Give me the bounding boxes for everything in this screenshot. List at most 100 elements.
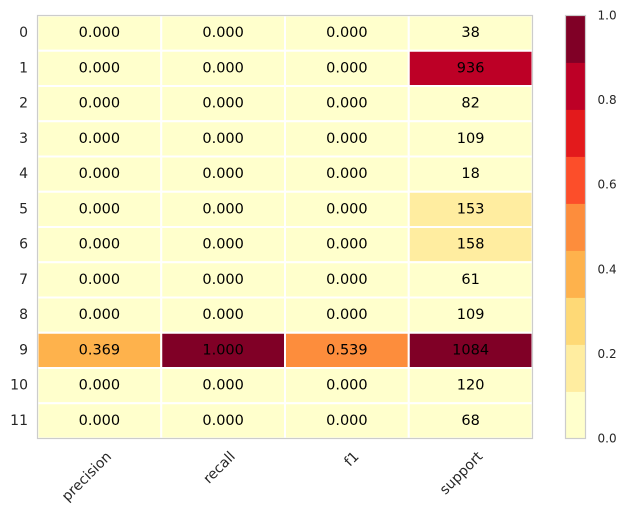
y-tick-label: 5 [19, 201, 28, 217]
heatmap-cell [36, 261, 163, 299]
cell-value-label: 0.000 [202, 378, 244, 394]
y-tick-label: 2 [19, 96, 28, 112]
cell-value-label: 0.000 [326, 201, 368, 217]
cell-value-label: 0.000 [202, 131, 244, 147]
heatmap-cell [407, 155, 534, 193]
heatmap-cell [36, 402, 163, 440]
cell-value-label: 0.000 [79, 272, 121, 288]
colorbar-segment [565, 250, 586, 298]
y-tick-label: 1 [19, 60, 28, 76]
colorbar-tick-labels: 0.0 0.2 0.4 0.6 0.8 1.0 [598, 9, 617, 446]
y-tick-label: 6 [19, 237, 28, 253]
cell-value-label: 0.000 [202, 413, 244, 429]
cell-value-label: 0.000 [79, 60, 121, 76]
cell-value-label: 153 [457, 201, 485, 217]
cell-value-label: 0.000 [79, 131, 121, 147]
cell-value-label: 0.000 [79, 166, 121, 182]
y-tick-label: 11 [10, 413, 28, 429]
cell-value-label: 0.369 [79, 342, 121, 358]
cell-value-label: 0.000 [79, 96, 121, 112]
cell-value-label: 0.000 [79, 307, 121, 323]
colorbar-tick-label: 0.8 [598, 93, 617, 107]
y-tick-label: 4 [19, 166, 28, 182]
cell-value-label: 0.000 [202, 307, 244, 323]
heatmap-cell [407, 85, 534, 123]
y-tick-label: 3 [19, 131, 28, 147]
cell-value-label: 1084 [452, 342, 489, 358]
colorbar-segment [565, 344, 586, 392]
heatmap-cell [407, 402, 534, 440]
cell-value-label: 68 [461, 413, 479, 429]
heatmap-cells [36, 14, 534, 440]
y-tick-label: 7 [19, 272, 28, 288]
x-tick-label: recall [200, 449, 238, 487]
colorbar-tick-label: 0.2 [598, 347, 617, 361]
colorbar-segment [565, 391, 586, 439]
cell-value-label: 82 [461, 96, 479, 112]
x-tick-labels: precision recall f1 support [59, 448, 487, 504]
cell-value-label: 0.000 [326, 307, 368, 323]
heatmap-cell [407, 49, 534, 87]
heatmap-cell [284, 226, 410, 264]
cell-value-label: 38 [461, 25, 479, 41]
colorbar [564, 14, 587, 440]
heatmap-cell-labels: 0.000 0.000 0.000 38 0.000 0.000 0.000 936 0.000… [79, 25, 489, 429]
cell-value-label: 0.000 [326, 25, 368, 41]
cell-value-label: 0.000 [326, 96, 368, 112]
cell-value-label: 0.000 [202, 96, 244, 112]
heatmap-cell [160, 120, 286, 158]
heatmap-cell [160, 85, 286, 123]
heatmap-cell [36, 331, 163, 369]
cell-value-label: 0.000 [326, 166, 368, 182]
colorbar-segment [565, 62, 586, 110]
cell-value-label: 0.000 [79, 237, 121, 253]
cell-value-label: 18 [461, 166, 479, 182]
colorbar-segment [565, 297, 586, 345]
cell-value-label: 0.000 [326, 237, 368, 253]
cell-value-label: 0.000 [202, 166, 244, 182]
heatmap-cell [284, 155, 410, 193]
heatmap-cell [407, 120, 534, 158]
cell-value-label: 0.000 [202, 272, 244, 288]
cell-value-label: 0.000 [79, 378, 121, 394]
cell-value-label: 0.000 [326, 272, 368, 288]
heatmap-cell [160, 367, 286, 405]
cell-value-label: 0.000 [202, 237, 244, 253]
cell-value-label: 0.000 [202, 201, 244, 217]
colorbar-segment [565, 15, 586, 63]
heatmap-cell [160, 402, 286, 440]
y-tick-label: 10 [10, 378, 28, 394]
cell-value-label: 0.000 [326, 378, 368, 394]
colorbar-segment [565, 203, 586, 251]
colorbar-segment [565, 109, 586, 157]
cell-value-label: 1.000 [202, 342, 244, 358]
cell-value-label: 120 [457, 378, 485, 394]
y-tick-label: 8 [19, 307, 28, 323]
colorbar-frame [564, 14, 587, 440]
x-tick-label: precision [59, 449, 115, 505]
cell-value-label: 0.000 [326, 131, 368, 147]
cell-value-label: 0.000 [202, 60, 244, 76]
cell-value-label: 0.000 [79, 25, 121, 41]
heatmap-cell [284, 190, 410, 228]
cell-value-label: 0.000 [326, 60, 368, 76]
x-tick-label: support [437, 448, 487, 498]
heatmap-cell [284, 261, 410, 299]
cell-value-label: 0.539 [326, 342, 368, 358]
heatmap-cell [407, 296, 534, 334]
colorbar-tick-label: 1.0 [598, 9, 617, 23]
colorbar-tick-label: 0.4 [598, 262, 617, 276]
cell-value-label: 936 [457, 60, 485, 76]
cell-value-label: 0.000 [202, 25, 244, 41]
cell-value-label: 0.000 [79, 201, 121, 217]
x-tick-label: f1 [341, 449, 362, 470]
cell-value-label: 109 [457, 307, 485, 323]
cell-value-label: 158 [457, 237, 485, 253]
cell-value-label: 0.000 [326, 413, 368, 429]
y-tick-labels: 0 1 2 3 4 5 6 7 8 9 10 11 [10, 25, 28, 429]
cell-value-label: 109 [457, 131, 485, 147]
plot-frame [36, 14, 534, 440]
cell-value-label: 0.000 [79, 413, 121, 429]
heatmap-cell [160, 190, 286, 228]
